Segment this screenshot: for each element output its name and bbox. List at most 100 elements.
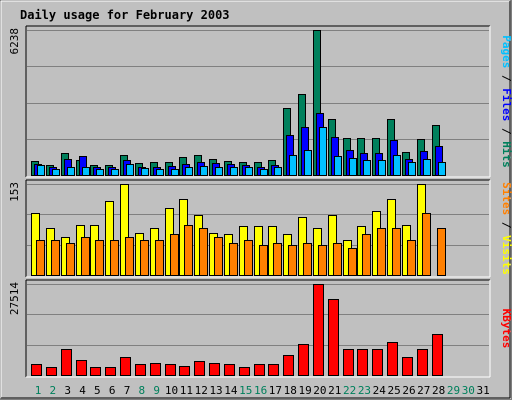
x-tick-label: 9: [153, 384, 160, 397]
legend-entry: Hits: [500, 141, 512, 168]
panel-hits-files-pages: 6238 Pages / Files / Hits: [8, 25, 512, 178]
bar-kbytes-day-25: [387, 342, 398, 376]
bar-pages-day-1: [37, 165, 45, 176]
x-tick-label: 14: [224, 384, 238, 397]
bar-sites-day-21: [333, 243, 342, 276]
bar-sites-day-12: [199, 228, 208, 276]
x-tick-label: 29: [447, 384, 460, 397]
x-tick-label: 16: [254, 384, 267, 397]
bar-sites-day-20: [318, 245, 327, 276]
legend-entry: Pages: [500, 35, 512, 68]
bar-sites-day-14: [229, 243, 238, 276]
x-tick-label: 13: [209, 384, 222, 397]
x-tick-label: 1: [35, 384, 42, 397]
x-tick-label: 18: [284, 384, 297, 397]
bar-kbytes-day-1: [31, 364, 42, 376]
bar-pages-day-19: [304, 150, 312, 176]
x-tick-label: 19: [298, 384, 311, 397]
bar-sites-day-18: [288, 245, 297, 276]
bar-kbytes-day-13: [209, 363, 220, 376]
x-tick-label: 3: [64, 384, 71, 397]
bar-sites-day-1: [36, 240, 45, 276]
bar-kbytes-day-4: [76, 360, 87, 376]
y-max-label: 153: [8, 182, 21, 202]
x-tick-label: 30: [462, 384, 475, 397]
bar-kbytes-day-11: [179, 366, 190, 376]
bar-pages-day-21: [334, 156, 342, 176]
legend-entry: /: [500, 215, 512, 235]
bar-visits-day-7: [120, 184, 129, 276]
bar-sites-day-11: [184, 225, 193, 276]
legend-kbytes: KBytes: [500, 309, 512, 349]
bar-pages-day-6: [111, 169, 119, 176]
bar-sites-day-22: [348, 248, 357, 276]
x-tick-label: 24: [373, 384, 387, 397]
bar-pages-day-16: [260, 169, 268, 176]
x-tick-label: 31: [477, 384, 490, 397]
chart-title: Daily usage for February 2003: [20, 8, 230, 22]
bar-kbytes-day-10: [165, 364, 176, 376]
x-tick-label: 28: [432, 384, 445, 397]
bar-sites-day-15: [244, 240, 253, 276]
bar-sites-day-17: [273, 243, 282, 276]
bar-sites-day-5: [95, 240, 104, 276]
x-tick-label: 22: [343, 384, 356, 397]
y-max-label: 6238: [8, 28, 21, 55]
bar-pages-day-24: [378, 160, 386, 176]
bar-pages-day-27: [423, 159, 431, 176]
bar-kbytes-day-23: [357, 349, 368, 376]
bar-pages-day-14: [230, 167, 238, 176]
legend-entry: Sites: [500, 182, 512, 215]
bar-kbytes-day-8: [135, 364, 146, 376]
bar-pages-day-4: [82, 167, 90, 176]
bar-kbytes-day-16: [254, 364, 265, 376]
x-tick-label: 25: [388, 384, 401, 397]
legend-visits-sites: Sites / Visits: [500, 182, 512, 275]
bar-pages-day-17: [274, 167, 282, 176]
x-tick-label: 21: [328, 384, 341, 397]
bar-sites-day-8: [140, 240, 149, 276]
x-tick-label: 2: [50, 384, 57, 397]
bar-kbytes-day-18: [283, 355, 294, 376]
bar-kbytes-day-22: [343, 349, 354, 376]
panel-visits-sites: 153 Sites / Visits: [8, 179, 512, 278]
bar-kbytes-day-14: [224, 364, 235, 376]
panel-background: [26, 26, 490, 177]
bar-pages-day-18: [289, 155, 297, 176]
bar-kbytes-day-20: [313, 284, 324, 376]
bar-pages-day-13: [215, 167, 223, 176]
bar-pages-day-11: [185, 167, 193, 176]
bar-sites-day-19: [303, 243, 312, 276]
bar-kbytes-day-12: [194, 361, 205, 376]
chart-panels: 6238 Pages / Files / Hits 153 Sites / Visit…: [8, 25, 512, 378]
x-tick-label: 5: [94, 384, 101, 397]
x-tick-label: 12: [195, 384, 208, 397]
legend-entry: Files: [500, 88, 512, 121]
bar-pages-day-8: [141, 168, 149, 176]
bar-kbytes-day-7: [120, 357, 131, 376]
bar-sites-day-27: [422, 213, 431, 276]
legend-hits-files-pages: Pages / Files / Hits: [500, 35, 512, 168]
x-tick-label: 10: [165, 384, 178, 397]
bar-sites-day-26: [407, 240, 416, 276]
x-tick-label: 26: [402, 384, 415, 397]
bar-sites-day-4: [81, 237, 90, 276]
bar-kbytes-day-15: [239, 367, 250, 376]
x-tick-label: 7: [124, 384, 131, 397]
x-axis-labels: 1 2 3 4 5 6 7 8 9 10 11 12 13 14 15 16 17 18 19 20 21 22 23 24 2…: [35, 384, 490, 397]
legend-entry: /: [500, 121, 512, 141]
bar-sites-day-23: [362, 234, 371, 276]
bar-sites-day-3: [66, 243, 75, 276]
bar-kbytes-day-6: [105, 367, 116, 376]
x-tick-label: 27: [417, 384, 430, 397]
legend-entry: /: [500, 68, 512, 88]
bar-pages-day-26: [408, 162, 416, 176]
bar-pages-day-15: [245, 167, 253, 176]
bar-pages-day-25: [393, 155, 401, 176]
bar-pages-day-5: [96, 169, 104, 176]
bar-pages-day-7: [126, 164, 134, 176]
bar-kbytes-day-3: [61, 349, 72, 376]
bar-sites-day-7: [125, 237, 134, 276]
bar-kbytes-day-26: [402, 357, 413, 376]
